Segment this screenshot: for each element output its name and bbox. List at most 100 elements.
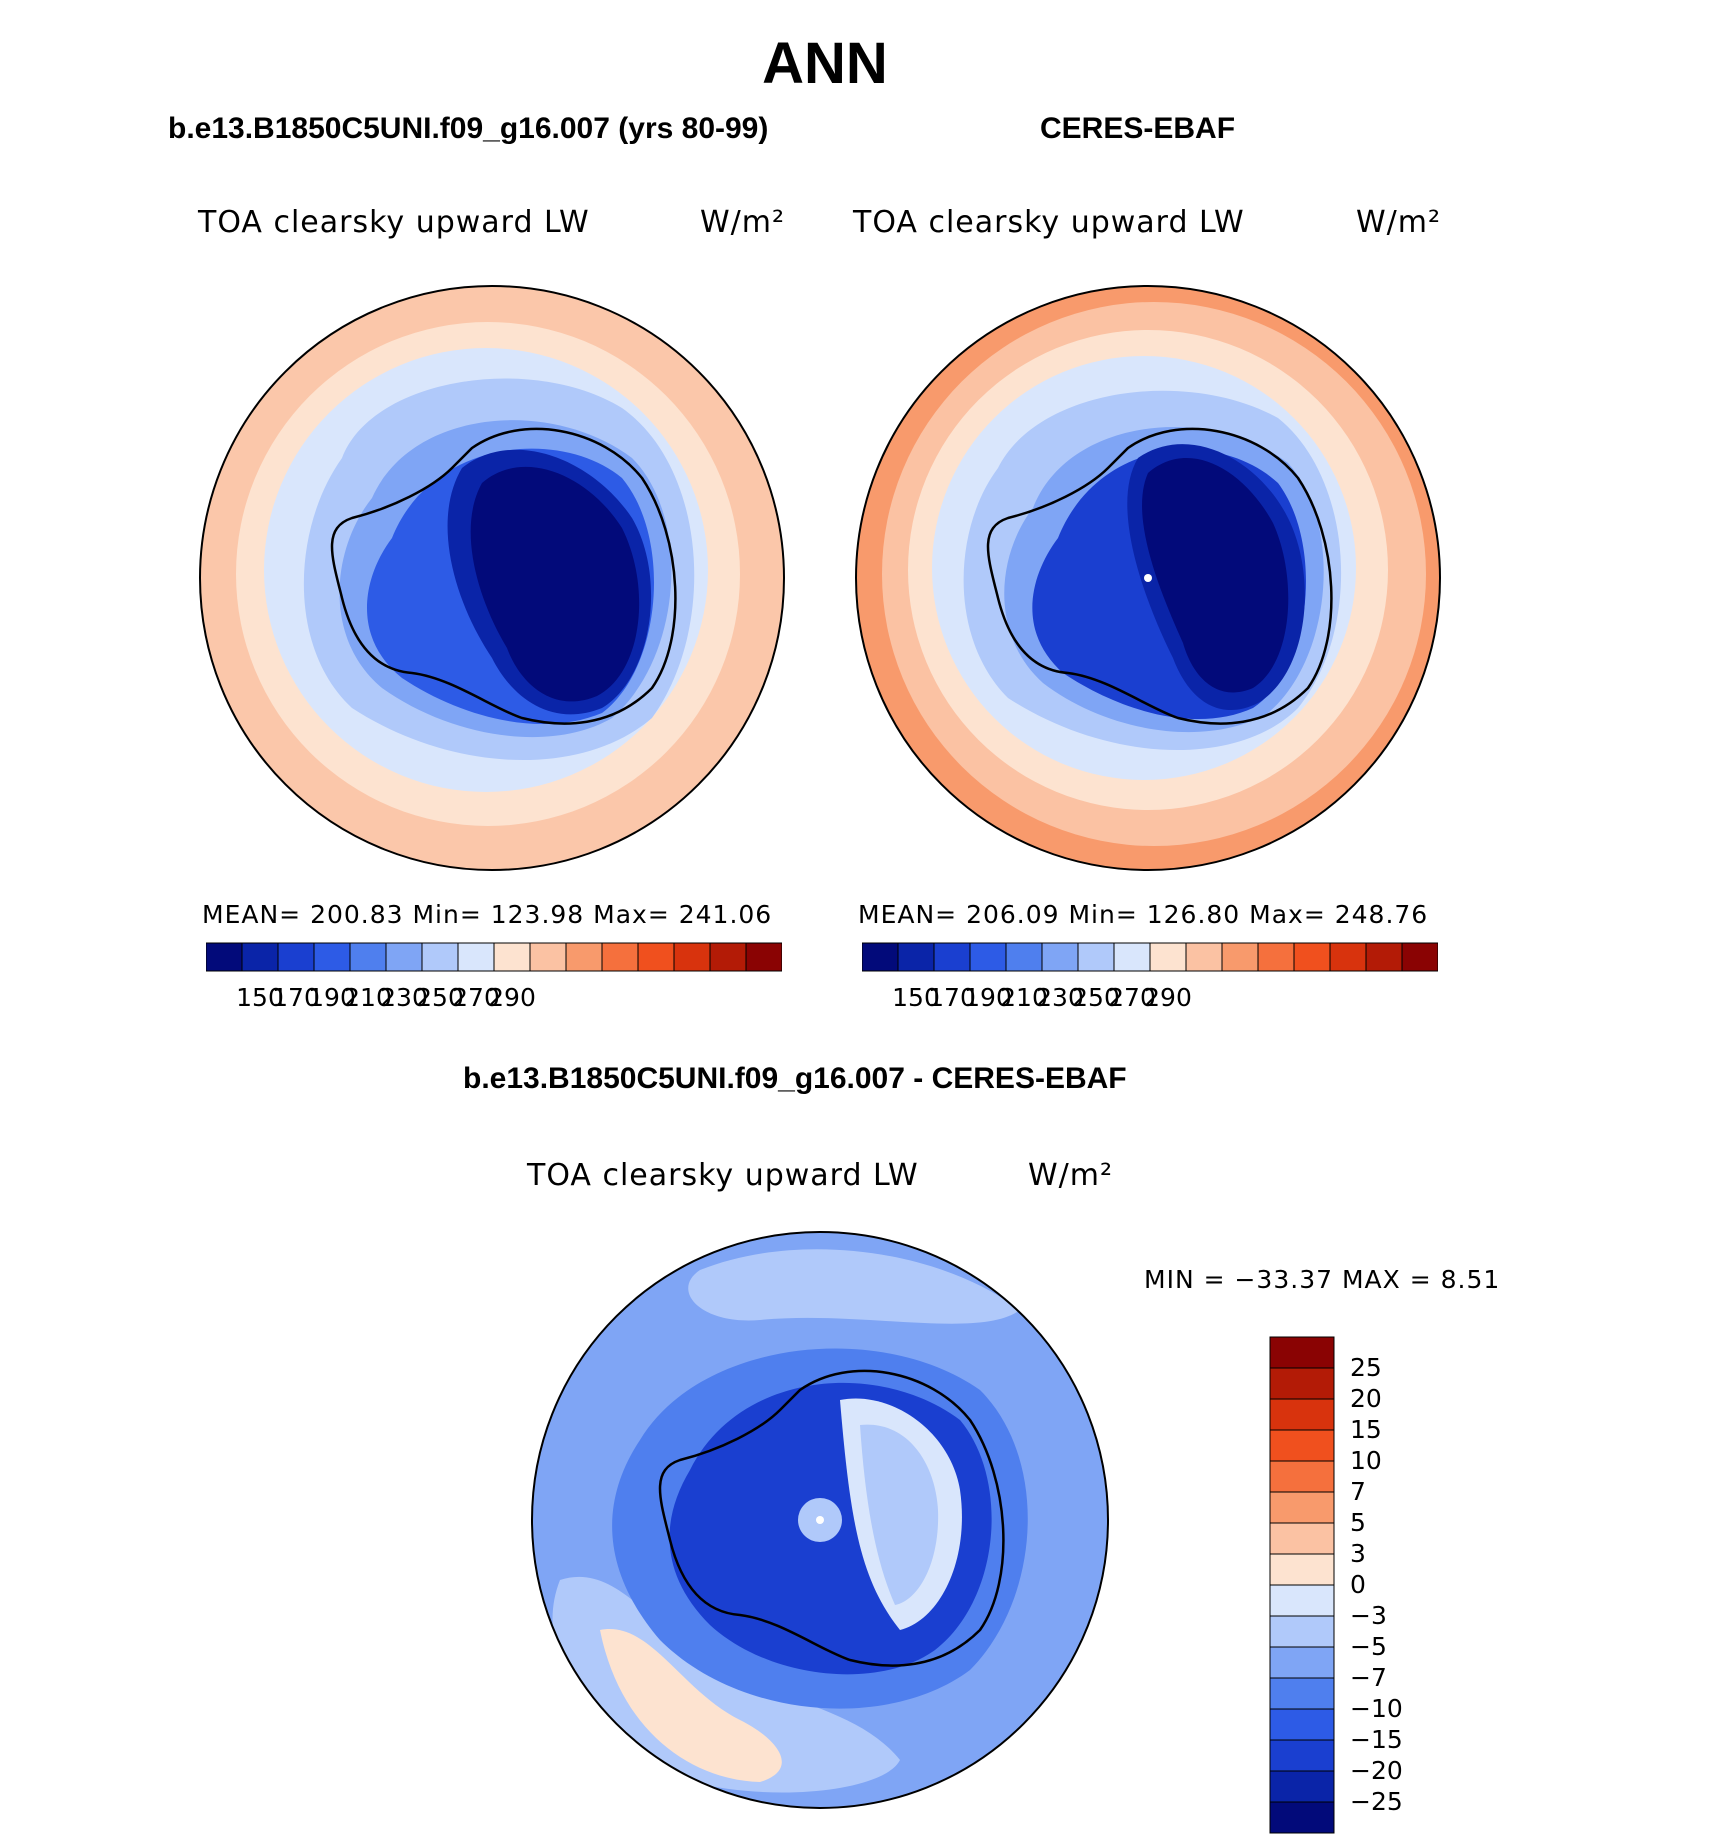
colorbar-tick-label: 210 xyxy=(344,983,392,1012)
colorbar-swatch xyxy=(1185,942,1223,972)
colorbar-swatch xyxy=(1365,942,1403,972)
colorbar-tick-label: −5 xyxy=(1350,1632,1387,1661)
colorbar-swatch xyxy=(1077,942,1115,972)
panel-1-colorbar xyxy=(206,942,782,972)
colorbar-tick-label: 250 xyxy=(1072,983,1120,1012)
difference-minmax: MIN = −33.37 MAX = 8.51 xyxy=(1144,1265,1501,1294)
colorbar-tick-label: 25 xyxy=(1350,1353,1382,1382)
colorbar-swatch xyxy=(421,942,459,972)
colorbar-swatch xyxy=(1149,942,1187,972)
page-title: ANN xyxy=(762,31,888,96)
colorbar-tick-label: 7 xyxy=(1350,1477,1366,1506)
colorbar-tick-label: 150 xyxy=(236,983,284,1012)
colorbar-swatch xyxy=(529,942,567,972)
panel-1-stats: MEAN= 200.83 Min= 123.98 Max= 241.06 xyxy=(202,900,773,929)
colorbar-swatch xyxy=(897,942,935,972)
colorbar-swatch xyxy=(1269,1770,1335,1803)
panel-1-colorbar-ticks: 150 170 190 210 230 250 270 290 xyxy=(206,983,782,1015)
colorbar-tick-label: 290 xyxy=(488,983,536,1012)
difference-title: b.e13.B1850C5UNI.f09_g16.007 - CERES-EBA… xyxy=(463,1062,1127,1095)
panel-1-title: b.e13.B1850C5UNI.f09_g16.007 (yrs 80-99) xyxy=(168,112,769,145)
colorbar-swatch xyxy=(1269,1615,1335,1648)
colorbar-tick-label: 190 xyxy=(964,983,1012,1012)
difference-field-label: TOA clearsky upward LW xyxy=(527,1158,919,1193)
colorbar-tick-label: 15 xyxy=(1350,1415,1382,1444)
colorbar-swatch xyxy=(1269,1429,1335,1462)
panel-2-title: CERES-EBAF xyxy=(1040,112,1236,145)
colorbar-swatch xyxy=(1269,1584,1335,1617)
difference-units: W/m² xyxy=(1028,1158,1114,1193)
colorbar-swatch xyxy=(673,942,711,972)
colorbar-swatch xyxy=(969,942,1007,972)
colorbar-swatch xyxy=(1269,1646,1335,1679)
panel-2-stats: MEAN= 206.09 Min= 126.80 Max= 248.76 xyxy=(858,900,1429,929)
colorbar-tick-label: 170 xyxy=(272,983,320,1012)
colorbar-swatch xyxy=(1293,942,1331,972)
difference-colorbar xyxy=(1269,1336,1335,1834)
colorbar-swatch xyxy=(385,942,423,972)
colorbar-swatch xyxy=(1269,1398,1335,1431)
colorbar-swatch xyxy=(1269,1522,1335,1555)
colorbar-tick-label: 230 xyxy=(380,983,428,1012)
colorbar-tick-label: 0 xyxy=(1350,1570,1366,1599)
colorbar-tick-label: −10 xyxy=(1350,1694,1403,1723)
colorbar-swatch xyxy=(241,942,279,972)
colorbar-swatch xyxy=(933,942,971,972)
colorbar-tick-label: −20 xyxy=(1350,1756,1403,1785)
colorbar-swatch xyxy=(745,942,782,972)
colorbar-tick-label: 270 xyxy=(1108,983,1156,1012)
colorbar-tick-label: 5 xyxy=(1350,1508,1366,1537)
colorbar-tick-label: 230 xyxy=(1036,983,1084,1012)
panel-2-map xyxy=(855,285,1441,871)
colorbar-tick-label: 250 xyxy=(416,983,464,1012)
colorbar-swatch xyxy=(709,942,747,972)
colorbar-tick-label: 290 xyxy=(1144,983,1192,1012)
colorbar-swatch xyxy=(601,942,639,972)
colorbar-swatch xyxy=(493,942,531,972)
colorbar-swatch xyxy=(1269,1739,1335,1772)
colorbar-swatch xyxy=(862,942,899,972)
panel-2-colorbar-ticks: 150 170 190 210 230 250 270 290 xyxy=(862,983,1438,1015)
colorbar-swatch xyxy=(1269,1491,1335,1524)
colorbar-swatch xyxy=(1269,1801,1335,1834)
colorbar-swatch xyxy=(1269,1553,1335,1586)
colorbar-swatch xyxy=(1269,1367,1335,1400)
colorbar-tick-label: 150 xyxy=(892,983,940,1012)
panel-1-field-label: TOA clearsky upward LW xyxy=(198,205,590,240)
colorbar-swatch xyxy=(565,942,603,972)
colorbar-swatch xyxy=(349,942,387,972)
panel-1-units: W/m² xyxy=(700,205,786,240)
colorbar-tick-label: −15 xyxy=(1350,1725,1403,1754)
colorbar-swatch xyxy=(1269,1336,1335,1369)
colorbar-tick-label: 20 xyxy=(1350,1384,1382,1413)
colorbar-swatch xyxy=(1041,942,1079,972)
colorbar-swatch xyxy=(1221,942,1259,972)
colorbar-swatch xyxy=(1257,942,1295,972)
colorbar-tick-label: −3 xyxy=(1350,1601,1387,1630)
colorbar-tick-label: −7 xyxy=(1350,1663,1387,1692)
colorbar-tick-label: −25 xyxy=(1350,1787,1403,1816)
colorbar-swatch xyxy=(1401,942,1438,972)
panel-2-units: W/m² xyxy=(1356,205,1442,240)
colorbar-swatch xyxy=(457,942,495,972)
colorbar-tick-label: 270 xyxy=(452,983,500,1012)
colorbar-tick-label: 170 xyxy=(928,983,976,1012)
colorbar-tick-label: 190 xyxy=(308,983,356,1012)
colorbar-swatch xyxy=(206,942,243,972)
panel-2-colorbar xyxy=(862,942,1438,972)
panel-2-field-label: TOA clearsky upward LW xyxy=(853,205,1245,240)
colorbar-swatch xyxy=(1005,942,1043,972)
difference-map xyxy=(531,1231,1109,1809)
colorbar-swatch xyxy=(1329,942,1367,972)
colorbar-swatch xyxy=(1269,1708,1335,1741)
colorbar-swatch xyxy=(1269,1677,1335,1710)
colorbar-swatch xyxy=(1269,1460,1335,1493)
panel-1-map xyxy=(199,285,785,871)
colorbar-swatch xyxy=(637,942,675,972)
colorbar-swatch xyxy=(277,942,315,972)
difference-colorbar-ticks: 25 20 15 10 7 5 3 0 −3 −5 −7 −10 −15 −20 −25 xyxy=(1350,1336,1430,1836)
colorbar-swatch xyxy=(1113,942,1151,972)
colorbar-swatch xyxy=(313,942,351,972)
colorbar-tick-label: 210 xyxy=(1000,983,1048,1012)
colorbar-tick-label: 3 xyxy=(1350,1539,1366,1568)
